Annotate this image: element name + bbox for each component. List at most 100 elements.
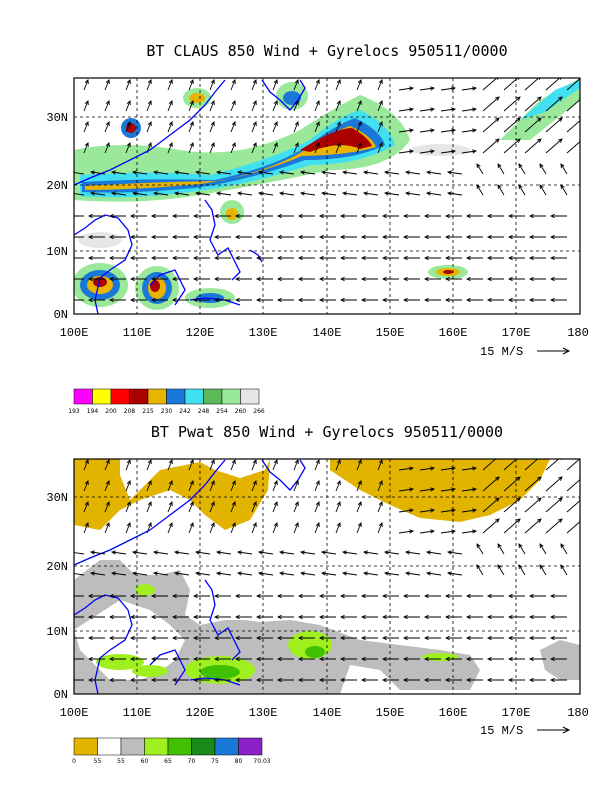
wind-arrow xyxy=(297,276,315,282)
wind-arrow xyxy=(129,213,147,219)
wind-arrow xyxy=(425,191,442,196)
wind-arrow xyxy=(524,117,542,133)
wind-arrow xyxy=(276,234,294,240)
wind-arrow xyxy=(339,234,357,240)
wind-arrow xyxy=(528,614,546,620)
wind-arrow xyxy=(566,139,580,154)
bottom-y-tick: 20N xyxy=(46,560,68,574)
wind-arrow xyxy=(213,677,231,683)
wind-arrow xyxy=(318,677,336,683)
wind-arrow xyxy=(335,522,341,534)
wind-arrow xyxy=(444,255,462,261)
wind-arrow xyxy=(402,677,420,683)
wind-arrow xyxy=(314,121,320,133)
wind-arrow xyxy=(440,86,457,91)
wind-arrow xyxy=(524,138,542,154)
wind-arrow xyxy=(465,677,483,683)
wind-arrow xyxy=(476,543,484,555)
wind-arrow xyxy=(276,635,294,641)
bottom-x-tick: 140E xyxy=(313,706,342,720)
wind-arrow xyxy=(173,170,190,175)
wind-arrow xyxy=(276,677,294,683)
wind-arrow xyxy=(402,593,420,599)
bottom-x-tick: 150E xyxy=(376,706,405,720)
wind-arrow xyxy=(129,297,147,303)
wind-arrow xyxy=(188,522,194,534)
bottom-x-tick: 110E xyxy=(123,706,152,720)
wind-arrow xyxy=(104,100,110,112)
wind-arrow xyxy=(87,614,105,620)
wind-arrow xyxy=(528,297,546,303)
wind-arrow xyxy=(110,571,127,576)
wind-arrow xyxy=(108,255,126,261)
colorbar-swatch xyxy=(92,388,112,405)
wind-arrow xyxy=(272,480,278,492)
wind-arrow xyxy=(171,213,189,219)
wind-arrow xyxy=(465,635,483,641)
wind-arrow xyxy=(444,276,462,282)
wind-arrow xyxy=(381,656,399,662)
wind-arrow xyxy=(383,550,400,555)
wind-arrow xyxy=(398,508,415,513)
wind-arrow xyxy=(528,255,546,261)
wind-arrow xyxy=(74,257,84,259)
wind-arrow xyxy=(381,234,399,240)
wind-arrow xyxy=(402,213,420,219)
wind-arrow xyxy=(255,677,273,683)
wind-arrow xyxy=(356,522,362,534)
wind-arrow xyxy=(440,107,457,112)
bottom-x-axis: 100E 110E 120E 130E 140E 150E 160E 170E … xyxy=(60,706,589,720)
top-colorbar: 193 194 200 208 215 230 242 248 254 260 266 xyxy=(68,388,265,415)
wind-arrow xyxy=(104,522,110,534)
wind-arrow xyxy=(213,635,231,641)
wind-arrow xyxy=(83,480,89,492)
wind-arrow xyxy=(74,236,84,238)
wind-arrow xyxy=(129,656,147,662)
wind-arrow xyxy=(257,550,274,555)
wind-arrow xyxy=(377,100,383,112)
wind-arrow xyxy=(339,677,357,683)
wind-arrow xyxy=(461,466,478,471)
wind-arrow xyxy=(440,487,457,492)
bottom-x-tick: 120E xyxy=(186,706,215,720)
wind-arrow xyxy=(465,297,483,303)
wind-arrow xyxy=(129,614,147,620)
wind-arrow xyxy=(293,142,299,154)
wind-arrow xyxy=(549,677,567,683)
wind-arrow xyxy=(423,213,441,219)
wind-arrow xyxy=(335,121,341,133)
wind-arrow xyxy=(297,593,315,599)
colorbar-label: 55 xyxy=(94,758,102,765)
wind-arrow xyxy=(549,213,567,219)
top-wind-vectors xyxy=(74,78,580,303)
wind-arrow xyxy=(297,677,315,683)
wind-arrow xyxy=(87,213,105,219)
wind-arrow xyxy=(209,459,215,471)
top-y-tick: 30N xyxy=(46,111,68,125)
wind-arrow xyxy=(528,635,546,641)
wind-arrow xyxy=(362,550,379,555)
wind-arrow xyxy=(171,635,189,641)
wind-arrow xyxy=(146,501,152,513)
colorbar-swatch xyxy=(238,737,263,756)
wind-arrow xyxy=(440,128,457,133)
wind-arrow xyxy=(402,614,420,620)
wind-arrow xyxy=(83,100,89,112)
wind-arrow xyxy=(293,459,299,471)
wind-arrow xyxy=(425,550,442,555)
wind-arrow xyxy=(74,299,84,301)
wind-arrow xyxy=(146,459,152,471)
bottom-wind-vectors xyxy=(74,459,580,683)
wind-arrow xyxy=(297,656,315,662)
wind-arrow xyxy=(356,79,362,91)
wind-arrow xyxy=(560,564,568,576)
wind-arrow xyxy=(335,142,341,154)
wind-arrow xyxy=(272,522,278,534)
wind-arrow xyxy=(297,297,315,303)
colorbar-label: 55 xyxy=(117,758,125,765)
wind-arrow xyxy=(560,543,568,555)
wind-arrow xyxy=(476,163,484,175)
wind-arrow xyxy=(497,564,505,576)
wind-arrow xyxy=(549,635,567,641)
wind-arrow xyxy=(173,550,190,555)
